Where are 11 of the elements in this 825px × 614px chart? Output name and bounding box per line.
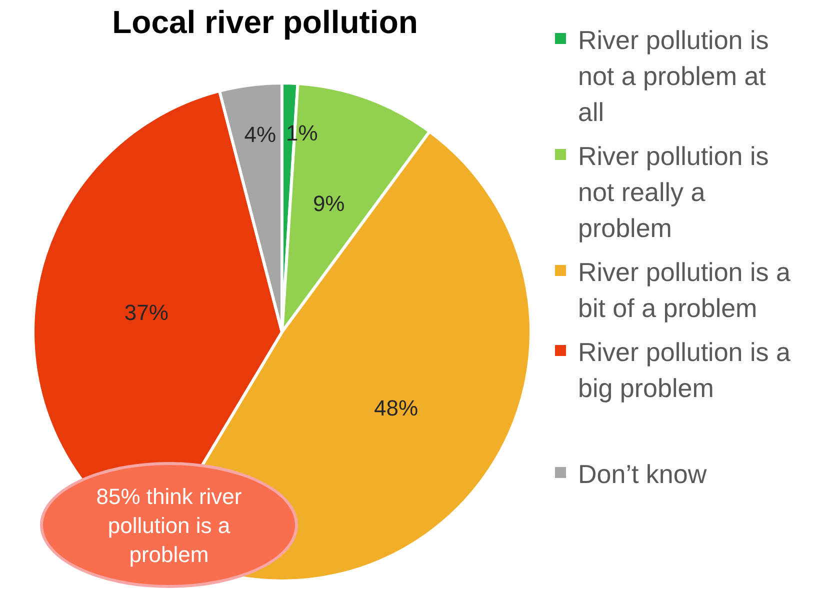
data-label: 4% [244, 122, 276, 147]
chart-title: Local river pollution [111, 4, 419, 41]
legend-label: River pollution is not really a problem [578, 140, 770, 245]
legend-label: River pollution is a bit of a problem [578, 256, 792, 325]
data-label: 37% [124, 300, 168, 326]
legend-label: River pollution is a big problem [578, 336, 792, 405]
data-label: 9% [312, 190, 345, 216]
text: 85% think river pollution is a problem [40, 462, 298, 588]
legend-label: Don’t know [578, 458, 707, 491]
legend-label: River pollution is not a problem at all [578, 24, 770, 129]
data-label: 48% [374, 395, 418, 420]
